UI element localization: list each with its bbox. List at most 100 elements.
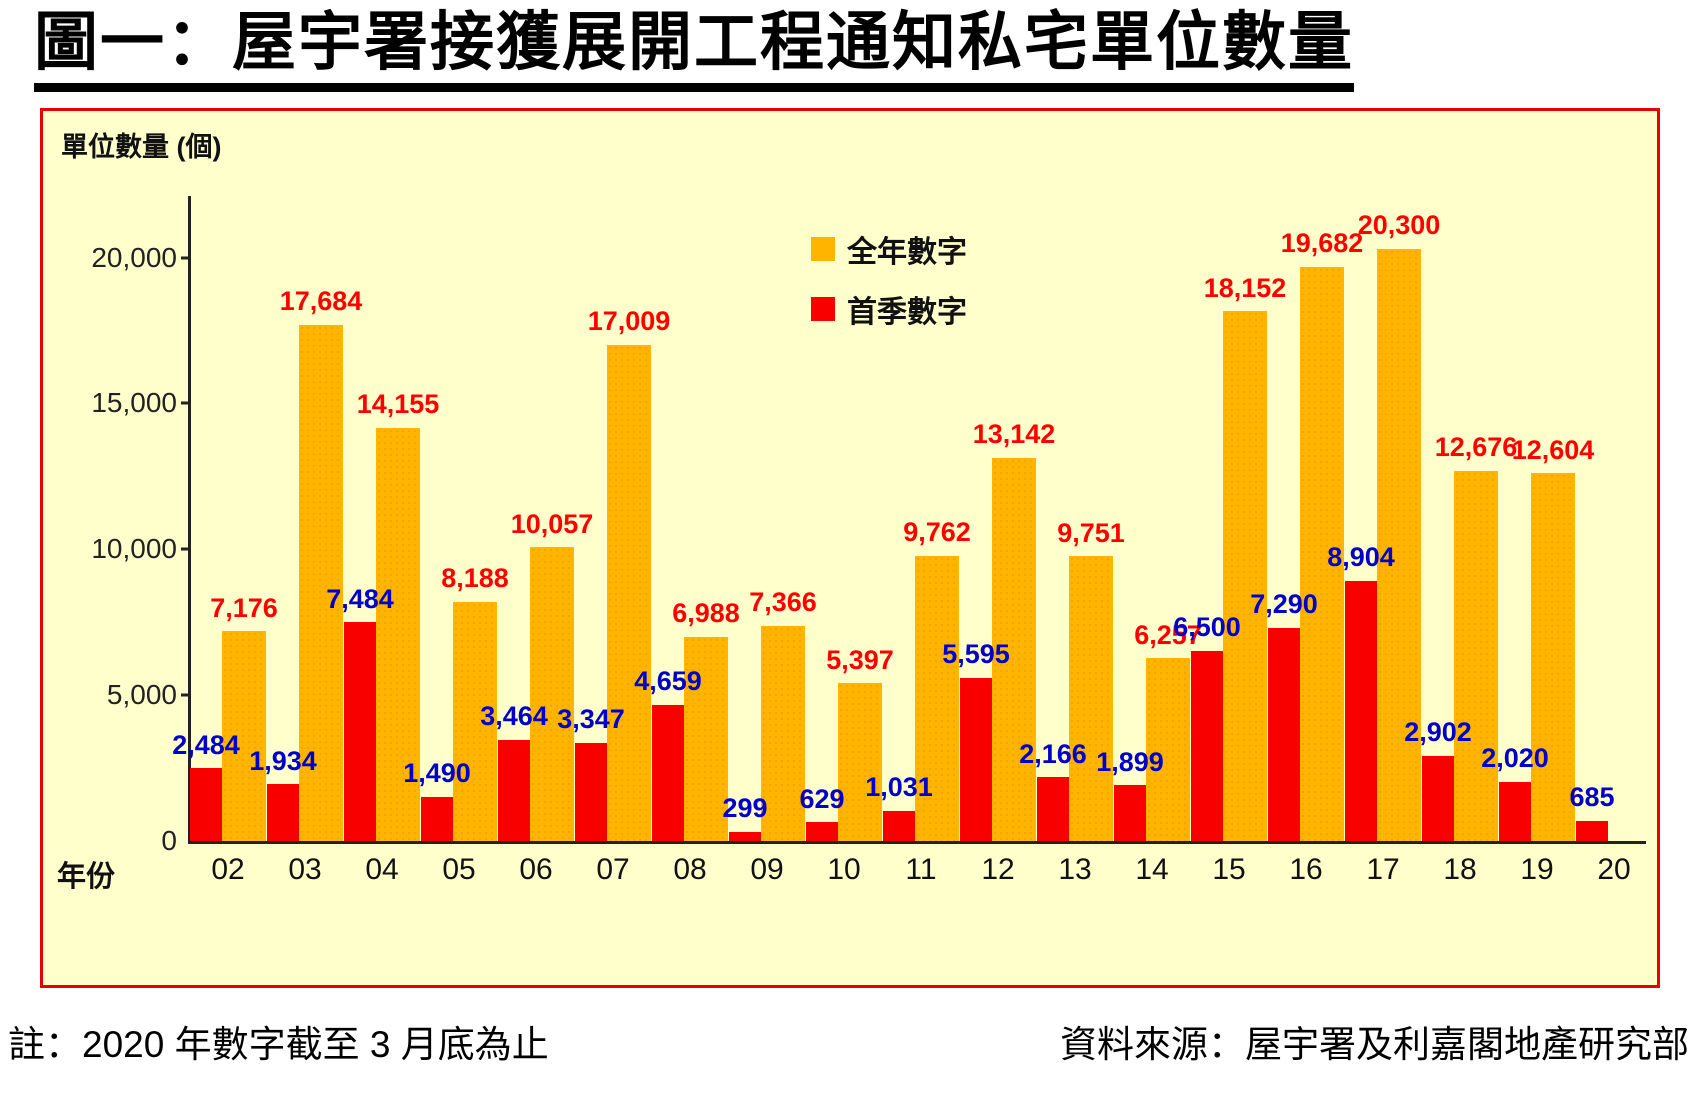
bar-label-full-year: 6,988 — [672, 598, 740, 629]
x-tick-label: 06 — [519, 852, 553, 886]
x-tick-label: 15 — [1212, 852, 1246, 886]
bar-first-quarter — [267, 784, 299, 841]
legend-label-full-year: 全年數字 — [847, 235, 967, 269]
bar-label-first-quarter: 3,347 — [557, 704, 625, 735]
bar-label-first-quarter: 685 — [1569, 781, 1615, 812]
bar-label-first-quarter: 7,290 — [1250, 589, 1318, 620]
y-tick-mark — [181, 256, 191, 260]
bar-first-quarter — [1422, 756, 1454, 841]
bar-label-first-quarter: 629 — [799, 783, 845, 814]
x-tick-label: 18 — [1443, 852, 1477, 886]
bar-full-year — [1454, 471, 1498, 841]
bar-label-first-quarter: 299 — [722, 793, 768, 824]
bar-label-first-quarter: 2,020 — [1481, 743, 1549, 774]
bar-label-full-year: 8,188 — [441, 563, 509, 594]
bar-label-full-year: 9,751 — [1057, 517, 1125, 548]
bar-full-year — [684, 636, 728, 841]
bar-label-first-quarter: 1,490 — [403, 758, 471, 789]
bar-first-quarter — [498, 739, 530, 841]
legend-item-first-quarter: 首季數字 — [811, 287, 967, 331]
bar-label-first-quarter: 1,899 — [1096, 746, 1164, 777]
y-tick-label: 20,000 — [91, 241, 177, 273]
bar-full-year — [992, 457, 1036, 841]
bar-full-year — [838, 683, 882, 841]
y-tick-label: 0 — [161, 824, 177, 856]
bar-label-full-year: 18,152 — [1203, 272, 1287, 303]
bar-full-year — [222, 631, 266, 841]
y-tick-label: 10,000 — [91, 533, 177, 565]
footer-note: 註：2020 年數字截至 3 月底為止 — [8, 1023, 549, 1065]
bar-label-full-year: 12,604 — [1511, 434, 1595, 465]
y-tick-mark — [181, 401, 191, 405]
footer-source: 資料來源：屋宇署及利嘉閣地產研究部 — [1060, 1023, 1689, 1065]
legend-swatch-first-quarter-icon — [811, 296, 835, 321]
y-tick-mark — [181, 547, 191, 551]
bar-label-full-year: 5,397 — [826, 644, 894, 675]
bar-first-quarter — [1114, 785, 1146, 841]
bar-full-year — [530, 547, 574, 841]
bar-full-year — [761, 625, 805, 841]
bar-first-quarter — [421, 797, 453, 841]
x-tick-label: 16 — [1289, 852, 1323, 886]
bar-label-first-quarter: 2,902 — [1404, 717, 1472, 748]
bar-first-quarter — [575, 743, 607, 841]
bar-full-year — [1300, 266, 1344, 841]
x-axis-title: 年份 — [57, 860, 116, 893]
bar-label-first-quarter: 4,659 — [634, 666, 702, 697]
bar-label-full-year: 12,676 — [1434, 432, 1518, 463]
y-tick-mark — [181, 693, 191, 697]
y-axis-title: 單位數量 (個) — [61, 131, 222, 162]
bar-label-first-quarter: 3,464 — [480, 700, 548, 731]
bar-label-first-quarter: 1,934 — [249, 745, 317, 776]
x-tick-label: 19 — [1520, 852, 1554, 886]
bar-first-quarter — [1345, 581, 1377, 841]
bar-first-quarter — [652, 704, 684, 841]
bar-first-quarter — [1576, 820, 1608, 841]
bar-first-quarter — [729, 831, 761, 841]
x-tick-label: 04 — [365, 852, 399, 886]
x-tick-label: 20 — [1597, 852, 1631, 886]
x-tick-label: 10 — [827, 852, 861, 886]
page-title: 圖一：屋宇署接獲展開工程通知私宅單位數量 — [34, 6, 1354, 92]
bar-first-quarter — [883, 810, 915, 841]
plot-area: 0 5,000 10,000 15,000 20,000 02 7,176 2,484 03 17… — [91, 195, 1646, 886]
bar-first-quarter — [1191, 651, 1223, 841]
bar-first-quarter — [1037, 777, 1069, 841]
bar-full-year — [453, 601, 497, 841]
bar-first-quarter — [960, 677, 992, 841]
bar-full-year — [607, 344, 651, 841]
bar-full-year — [1146, 658, 1190, 841]
bar-label-full-year: 20,300 — [1357, 210, 1441, 241]
x-tick-label: 14 — [1135, 852, 1169, 886]
bar-first-quarter — [806, 822, 838, 841]
x-tick-label: 07 — [596, 852, 630, 886]
bar-full-year — [1531, 473, 1575, 841]
x-tick-label: 08 — [673, 852, 707, 886]
bar-label-full-year: 7,176 — [210, 592, 278, 623]
legend-label-first-quarter: 首季數字 — [847, 295, 967, 329]
bar-first-quarter — [1268, 628, 1300, 841]
bar-label-first-quarter: 1,031 — [865, 771, 933, 802]
x-tick-label: 12 — [981, 852, 1015, 886]
bar-full-year — [299, 325, 343, 841]
bar-label-first-quarter: 8,904 — [1327, 542, 1395, 573]
bar-full-year — [1223, 311, 1267, 841]
bar-label-full-year: 9,762 — [903, 517, 971, 548]
x-tick-label: 02 — [211, 852, 245, 886]
bar-first-quarter — [190, 768, 222, 841]
x-tick-label: 17 — [1366, 852, 1400, 886]
y-tick-label: 15,000 — [91, 387, 177, 419]
bar-full-year — [1377, 248, 1421, 841]
footer: 註：2020 年數字截至 3 月底為止 資料來源：屋宇署及利嘉閣地產研究部 — [8, 1014, 1689, 1068]
legend: 全年數字 首季數字 — [811, 227, 967, 347]
bar-first-quarter — [344, 622, 376, 841]
bar-label-full-year: 13,142 — [972, 418, 1056, 449]
bar-label-first-quarter: 5,595 — [942, 638, 1010, 669]
bar-full-year — [1069, 556, 1113, 841]
y-tick-label: 5,000 — [106, 678, 177, 710]
bar-full-year — [376, 427, 420, 841]
bar-label-full-year: 14,155 — [356, 389, 440, 420]
bar-label-full-year: 7,366 — [749, 587, 817, 618]
bar-label-first-quarter: 7,484 — [326, 583, 394, 614]
chart-container: 單位數量 (個) 全年數字 首季數字 0 5,000 10,000 15,000 20,… — [40, 107, 1660, 988]
